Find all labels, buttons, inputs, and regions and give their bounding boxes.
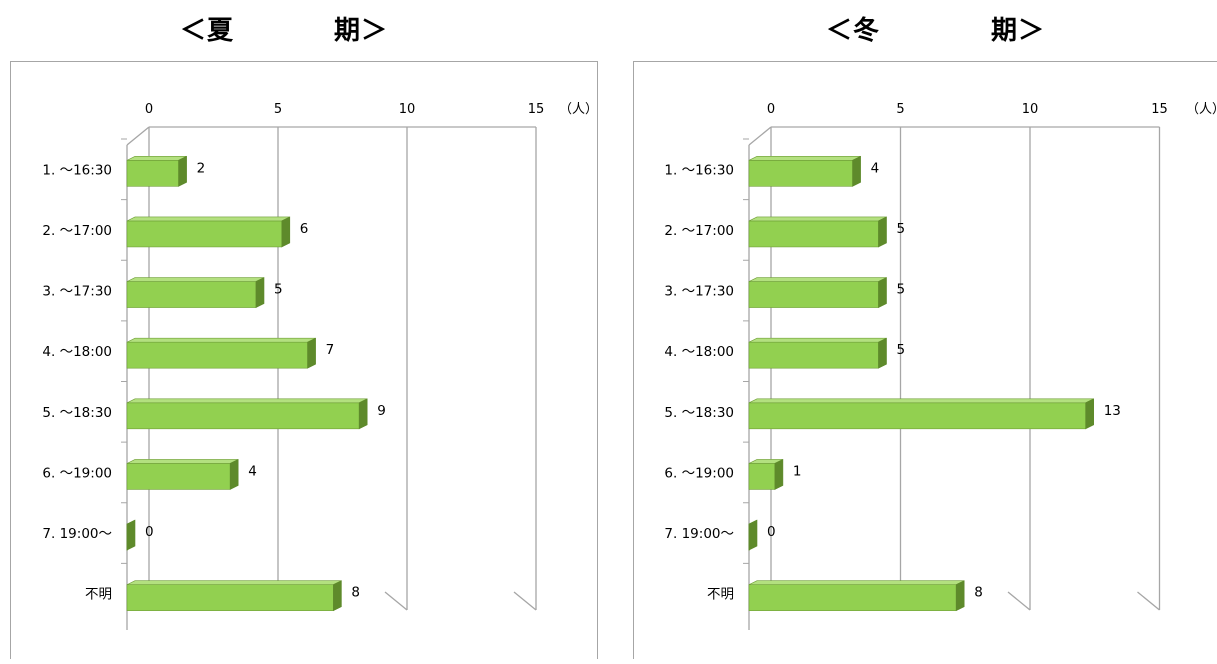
bar-top — [126, 580, 342, 585]
bar-front — [126, 160, 179, 187]
bar-side — [878, 277, 887, 309]
x-tick-label: 15 — [528, 102, 545, 117]
bar-front — [748, 584, 957, 611]
bar-side — [255, 277, 265, 309]
bar-top — [748, 398, 1094, 404]
data-label: 5 — [274, 282, 283, 298]
winter-title-right: 期＞ — [991, 16, 1046, 46]
bar-front — [748, 160, 853, 187]
bar-top — [748, 156, 861, 161]
bar-side — [229, 458, 239, 490]
axis-unit-label: （人） — [1186, 102, 1217, 117]
data-label: 4 — [871, 160, 880, 176]
gridline-perspective — [384, 591, 408, 611]
bar-front — [748, 341, 879, 369]
y-tick-label: 2. ～17:00 — [42, 223, 112, 239]
gridline-perspective — [1007, 591, 1031, 611]
bar-front — [126, 463, 231, 490]
y-tick-label: 1. ～16:30 — [42, 162, 112, 178]
y-tick-label: 1. ～16:30 — [664, 162, 734, 178]
bar-side — [955, 580, 965, 612]
bar-side — [878, 337, 887, 369]
data-label: 5 — [897, 282, 906, 298]
y-tick-label: 7. 19:00～ — [42, 526, 112, 542]
data-label: 9 — [377, 403, 386, 419]
data-label: 2 — [197, 160, 206, 176]
y-tick-label: 5. ～18:30 — [42, 405, 112, 421]
y-tick-label: 4. ～18:00 — [664, 344, 734, 360]
y-tick-label: 2. ～17:00 — [664, 223, 734, 239]
bar-side — [878, 216, 887, 248]
bar-side — [281, 216, 291, 248]
data-label: 0 — [145, 524, 154, 540]
x-tick-label: 5 — [896, 102, 904, 117]
bar-side — [748, 519, 758, 551]
axis-corner — [748, 126, 772, 146]
y-tick-label: 不明 — [707, 587, 734, 603]
data-label: 8 — [974, 585, 983, 601]
bar-side — [126, 519, 136, 551]
bar-top — [748, 216, 887, 222]
gridline-perspective — [513, 591, 537, 611]
bar-top — [748, 580, 965, 585]
winter-title-left: ＜冬 — [826, 16, 881, 46]
y-tick-label: 3. ～17:30 — [42, 284, 112, 300]
axis-corner — [126, 126, 150, 146]
x-tick-label: 10 — [1022, 102, 1039, 117]
data-label: 13 — [1104, 403, 1121, 419]
bar-top — [126, 277, 265, 282]
bar-top — [126, 216, 290, 222]
bar-side — [178, 155, 187, 187]
bar-front — [748, 402, 1087, 430]
y-tick-label: 6. ～19:00 — [664, 465, 734, 481]
data-label: 4 — [248, 463, 257, 479]
bar-side — [333, 580, 342, 612]
y-tick-label: 5. ～18:30 — [664, 405, 734, 421]
data-label: 7 — [326, 342, 335, 358]
x-tick-label: 10 — [399, 102, 416, 117]
gridline-perspective — [1137, 591, 1160, 611]
bar-top — [748, 277, 887, 282]
y-tick-label: 不明 — [85, 587, 112, 603]
bar-front — [748, 281, 879, 308]
data-label: 6 — [300, 221, 309, 237]
bar-side — [358, 398, 368, 430]
data-label: 0 — [767, 524, 776, 540]
bar-front — [748, 463, 776, 490]
data-label: 5 — [897, 221, 906, 237]
bar-top — [126, 156, 187, 161]
summer-title-left: ＜夏 — [180, 16, 235, 46]
bar-top — [126, 398, 368, 404]
bar-side — [774, 458, 784, 490]
x-tick-label: 0 — [767, 102, 775, 117]
bar-side — [307, 337, 316, 369]
bar-side — [1085, 398, 1095, 430]
bar-top — [126, 337, 316, 343]
bar-side — [852, 155, 861, 187]
bar-front — [126, 341, 308, 369]
x-tick-label: 5 — [274, 102, 282, 117]
bar-front — [126, 402, 360, 430]
bar-top — [748, 337, 887, 343]
data-label: 5 — [897, 342, 906, 358]
summer-title-right: 期＞ — [334, 16, 389, 46]
y-tick-label: 6. ～19:00 — [42, 465, 112, 481]
y-tick-label: 3. ～17:30 — [664, 284, 734, 300]
bar-top — [126, 459, 239, 464]
bar-front — [126, 220, 283, 248]
summer-chart-panel: 0 5 10 15 （人） 1. ～16:30 2 2. ～17:00 6 3. ～17:30 5 4… — [10, 61, 598, 659]
data-label: 1 — [793, 463, 802, 479]
x-tick-label: 0 — [145, 102, 153, 117]
summer-chart: 0 5 10 15 （人） 1. ～16:30 2 2. ～17:00 6 3. ～17:30 5 4… — [42, 102, 598, 630]
axis-unit-label: （人） — [559, 102, 597, 117]
bar-front — [126, 584, 334, 611]
y-tick-label: 7. 19:00～ — [664, 526, 734, 542]
bar-front — [126, 281, 257, 308]
y-tick-label: 4. ～18:00 — [42, 344, 112, 360]
bar-front — [748, 220, 879, 248]
x-tick-label: 15 — [1151, 102, 1168, 117]
data-label: 8 — [351, 585, 360, 601]
